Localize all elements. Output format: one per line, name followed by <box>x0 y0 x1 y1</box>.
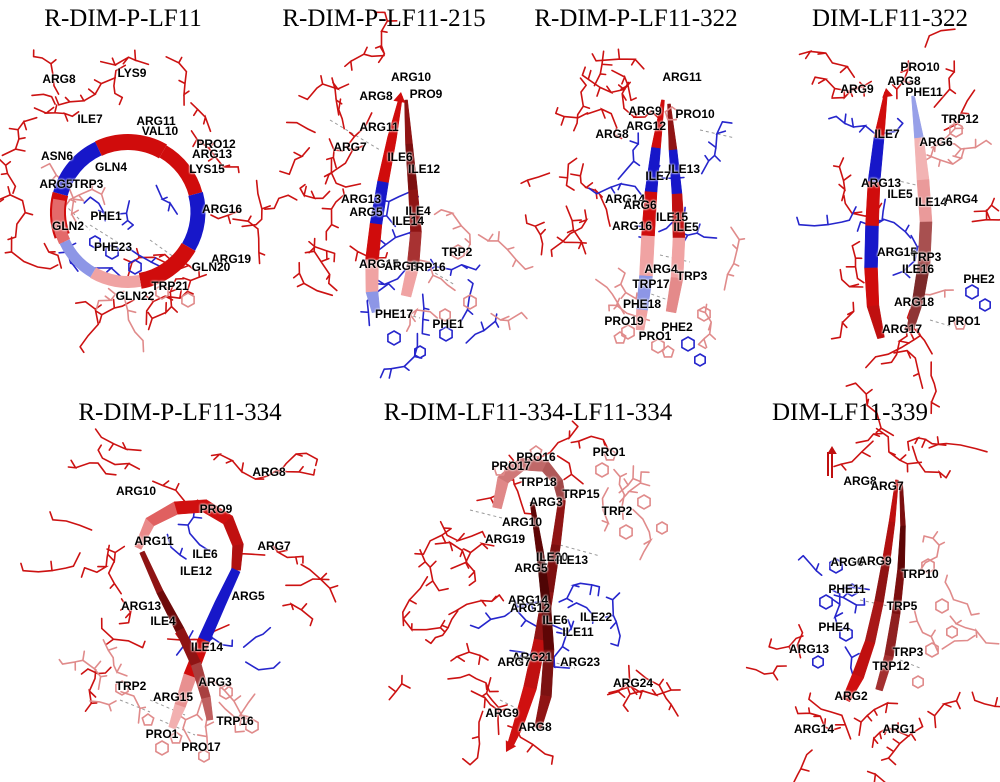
molecule-structure-p1 <box>0 49 271 354</box>
molecule-structure-p6 <box>388 420 681 766</box>
molecule-structure-p5 <box>20 428 339 763</box>
molecule-structure-p4 <box>796 28 1000 415</box>
molecule-structure-p7 <box>745 382 1000 782</box>
molecule-structure-p3 <box>520 48 746 367</box>
molecule-structure-p2 <box>264 11 534 379</box>
